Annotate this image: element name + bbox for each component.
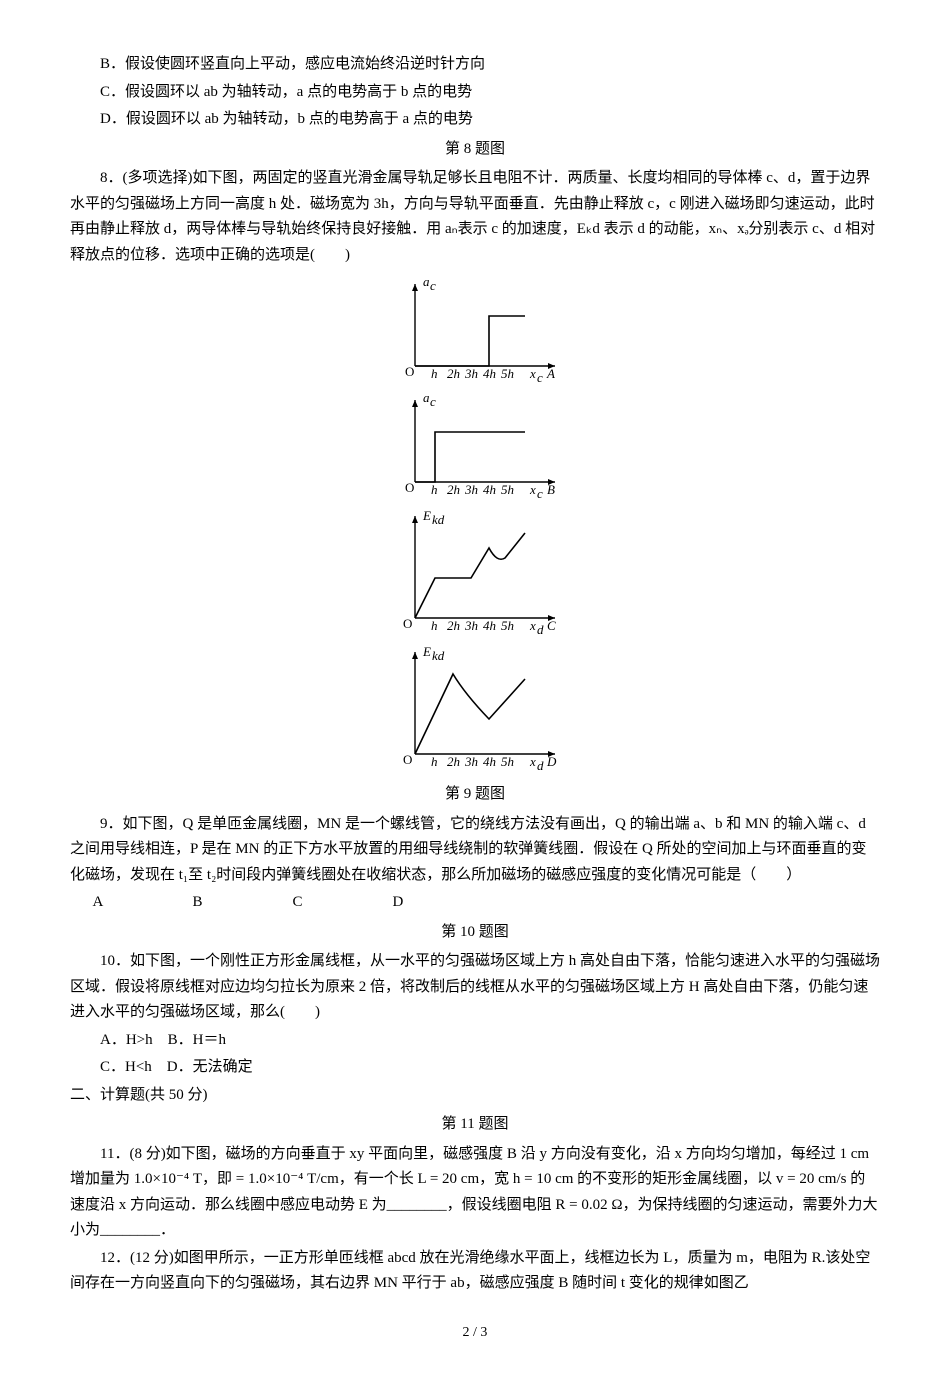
svg-text:h: h (431, 366, 438, 381)
question-10-opts-a: A．H>h B．H＝h (70, 1028, 880, 1054)
svg-text:A: A (546, 366, 555, 381)
svg-text:B: B (547, 482, 555, 497)
fig8-label: 第 8 题图 (70, 137, 880, 163)
svg-text:2h: 2h (447, 618, 460, 633)
svg-text:O: O (403, 752, 412, 767)
question-11: 11．(8 分)如下图，磁场的方向垂直于 xy 平面向里，磁感强度 B 沿 y … (70, 1142, 880, 1244)
fig11-label: 第 11 题图 (70, 1112, 880, 1138)
svg-text:2h: 2h (447, 482, 460, 497)
svg-text:5h: 5h (501, 618, 514, 633)
svg-text:O: O (405, 364, 414, 379)
svg-text:5h: 5h (501, 366, 514, 381)
chart-d: O Ekd h 2h 3h 4h 5h xd D (385, 644, 565, 774)
section-2-heading: 二、计算题(共 50 分) (70, 1083, 880, 1109)
svg-text:x: x (529, 754, 536, 769)
option-b: B．假设使圆环竖直向上平动，感应电流始终沿逆时针方向 (70, 52, 880, 78)
option-d: D．假设圆环以 ab 为轴转动，b 点的电势高于 a 点的电势 (70, 107, 880, 133)
fig9-label: 第 9 题图 (70, 782, 880, 808)
question-8: 8．(多项选择)如下图，两固定的竖直光滑金属导轨足够长且电阻不计．两质量、长度均… (70, 166, 880, 268)
svg-text:O: O (405, 480, 414, 495)
chart-b: O ac h2h3h4h5h xc B (385, 392, 565, 502)
svg-text:a: a (423, 392, 430, 405)
svg-text:d: d (537, 622, 544, 637)
question-8-figures: O ac h2h3h4h5h xc A O ac h2h3h4h5h xc B … (70, 276, 880, 774)
svg-text:4h: 4h (483, 366, 496, 381)
page-number: 2 / 3 (70, 1321, 880, 1345)
svg-text:3h: 3h (464, 482, 478, 497)
svg-text:h: h (431, 618, 438, 633)
svg-text:h: h (431, 754, 438, 769)
svg-text:c: c (537, 486, 543, 501)
svg-text:kd: kd (432, 648, 445, 663)
svg-text:4h: 4h (483, 618, 496, 633)
question-10-opts-b: C．H<h D．无法确定 (70, 1055, 880, 1081)
svg-text:a: a (423, 276, 430, 289)
svg-text:5h: 5h (501, 482, 514, 497)
svg-text:E: E (422, 644, 431, 659)
chart-a: O ac h2h3h4h5h xc A (385, 276, 565, 386)
svg-text:2h: 2h (447, 754, 460, 769)
svg-text:C: C (547, 618, 556, 633)
svg-text:kd: kd (432, 512, 445, 527)
question-12: 12．(12 分)如图甲所示，一正方形单匝线框 abcd 放在光滑绝缘水平面上，… (70, 1246, 880, 1297)
question-9-options: A B C D (70, 890, 880, 916)
svg-text:4h: 4h (483, 754, 496, 769)
svg-text:x: x (529, 482, 536, 497)
svg-text:c: c (430, 278, 436, 293)
svg-text:3h: 3h (464, 754, 478, 769)
svg-text:3h: 3h (464, 366, 478, 381)
svg-text:c: c (430, 394, 436, 409)
svg-text:d: d (537, 758, 544, 773)
svg-text:4h: 4h (483, 482, 496, 497)
question-9: 9．如下图，Q 是单匝金属线圈，MN 是一个螺线管，它的绕线方法没有画出，Q 的… (70, 812, 880, 889)
svg-text:3h: 3h (464, 618, 478, 633)
fig10-label: 第 10 题图 (70, 920, 880, 946)
option-c: C．假设圆环以 ab 为轴转动，a 点的电势高于 b 点的电势 (70, 80, 880, 106)
svg-text:x: x (529, 618, 536, 633)
svg-text:5h: 5h (501, 754, 514, 769)
svg-text:c: c (537, 370, 543, 385)
chart-c: O Ekd h 2h 3h 4h 5h xd C (385, 508, 565, 638)
question-10: 10．如下图，一个刚性正方形金属线框，从一水平的匀强磁场区域上方 h 高处自由下… (70, 949, 880, 1026)
svg-text:E: E (422, 508, 431, 523)
svg-text:2h: 2h (447, 366, 460, 381)
svg-text:D: D (546, 754, 557, 769)
svg-text:h: h (431, 482, 438, 497)
svg-text:x: x (529, 366, 536, 381)
svg-text:O: O (403, 616, 412, 631)
